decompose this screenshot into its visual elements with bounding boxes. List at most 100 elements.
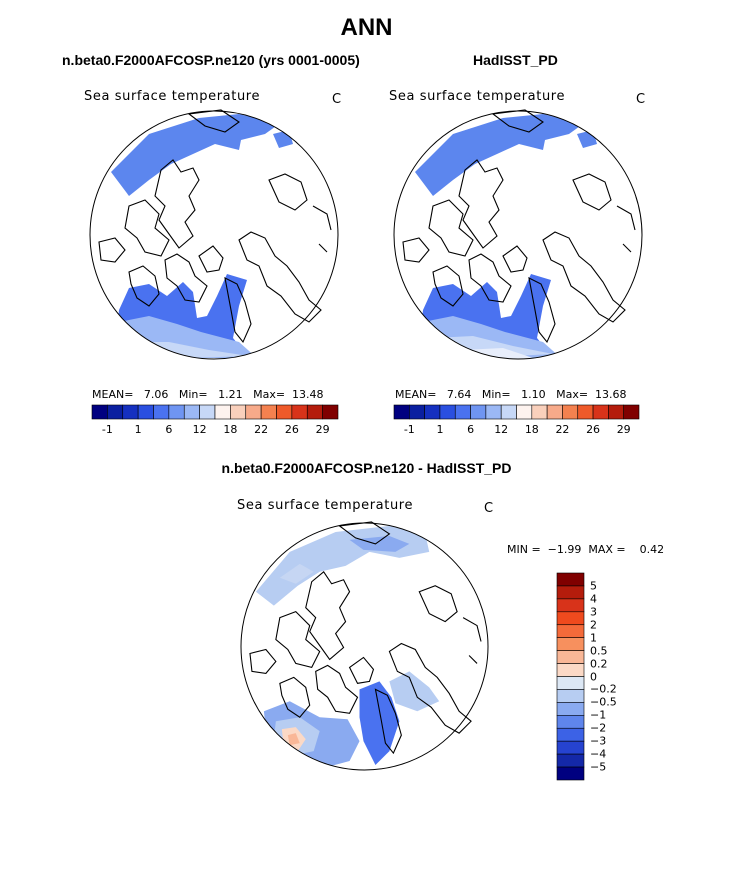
colorbar-tick-label: -1 [101,423,113,436]
panel-obs-stats: MEAN= 7.64 Min= 1.10 Max= 13.68 [395,388,627,401]
colorbar-swatch [454,404,471,420]
colorbar-tick-label: 0.2 [590,657,608,671]
panel-diff-variable: Sea surface temperature [237,498,414,513]
colorbar-swatch [276,404,293,420]
colorbar-tick-label: 1 [590,631,597,645]
colorbar-tick-label: 1 [436,423,444,436]
colorbar-tick-label: -1 [403,423,415,436]
colorbar-swatch [562,404,579,420]
colorbar-swatch [556,650,585,664]
colorbar-tick-label: 29 [616,423,631,436]
colorbar-swatch [556,740,585,755]
colorbar-tick-label: 0.5 [590,644,608,658]
panel-model-variable: Sea surface temperature [84,89,261,104]
colorbar-tick-label: 12 [192,423,207,436]
colorbar-swatch [485,404,502,420]
colorbar-tick-label: 6 [165,423,173,436]
colorbar-swatch [556,766,585,781]
colorbar-tick-label: −4 [590,747,607,761]
colorbar-tick-label: 26 [284,423,299,436]
colorbar-swatch [556,727,585,742]
colorbar-swatch [470,404,487,420]
panel-model-units: C [332,92,342,107]
colorbar-swatch [291,404,308,420]
colorbar-tick-label: 5 [590,579,597,593]
colorbar-swatch [531,404,548,420]
panel-model-stats: MEAN= 7.06 Min= 1.21 Max= 13.48 [92,388,324,401]
colorbar-swatch [623,404,640,420]
panel-diff-units: C [484,501,494,516]
colorbar-tick-label: 0 [590,670,597,683]
colorbar-swatch [439,404,456,420]
colorbar-tick-label: −3 [590,734,607,748]
panel-model-title: n.beta0.F2000AFCOSP.ne120 (yrs 0001-0005… [62,52,360,68]
colorbar-tick-label: 6 [467,423,475,436]
colorbar-swatch [556,624,585,638]
panel-diff-colorbar: 5 4 3 2 1 0.5 0.2 0 −0.2 −0.5 −1 −2 −3 −4 −5 [556,572,627,781]
colorbar-swatch [168,404,185,420]
colorbar-tick-label: 4 [590,592,597,606]
main-title: ANN [340,14,393,41]
colorbar-swatch [556,663,585,677]
colorbar-swatch [556,753,585,768]
coastlines [402,109,636,344]
colorbar-swatch [516,404,533,420]
panel-model-map [89,109,339,360]
colorbar-swatch [556,585,585,600]
colorbar-tick-label: −1 [590,708,607,722]
colorbar-swatch [556,598,585,613]
colorbar-swatch [122,404,139,420]
panel-obs-variable: Sea surface temperature [389,89,566,104]
colorbar-tick-label: −2 [590,721,607,735]
colorbar-tick-label: 12 [494,423,509,436]
colorbar-swatch [546,404,563,420]
colorbar-tick-label: 26 [586,423,601,436]
colorbar-swatch [424,404,441,420]
colorbar-swatch [556,611,585,626]
colorbar-tick-label: 22 [254,423,269,436]
colorbar-swatch [153,404,170,420]
panel-obs-map [393,109,643,360]
colorbar-tick-label: −5 [590,760,607,774]
colorbar-swatch [214,404,231,420]
colorbar-swatch [556,702,585,716]
map-boundary [240,522,489,771]
sst-field [394,111,642,359]
colorbar-swatch [260,404,277,420]
colorbar-swatch [556,572,585,587]
colorbar-tick-label: 2 [590,618,597,632]
colorbar-swatch [306,404,323,420]
panel-diff-map [240,521,489,771]
colorbar-swatch [409,404,425,420]
colorbar-swatch [199,404,216,420]
coastlines [98,109,332,344]
colorbar-swatch [245,404,262,420]
colorbar-tick-label: −0.5 [590,695,617,709]
colorbar-swatch [322,404,339,420]
panel-obs-units: C [636,92,646,107]
colorbar-swatch [183,404,200,420]
colorbar-swatch [556,689,585,703]
colorbar-swatch [556,715,585,729]
colorbar-swatch [556,676,585,690]
colorbar-swatch [107,404,124,420]
colorbar-swatch [500,404,517,420]
colorbar-tick-label: 1 [134,423,142,436]
panel-diff-title: n.beta0.F2000AFCOSP.ne120 - HadISST_PD [221,460,512,476]
colorbar-tick-label: 22 [555,423,570,436]
panel-obs-title: HadISST_PD [473,52,558,68]
colorbar-swatch [608,404,624,420]
colorbar-tick-label: 18 [524,423,539,436]
panel-obs-colorbar: -1 1 6 12 18 22 26 29 [393,404,640,437]
colorbar-tick-label: 3 [590,605,597,619]
map-boundary [393,110,643,360]
colorbar-swatch [230,404,247,420]
colorbar-swatch [137,404,154,420]
colorbar-tick-label: −0.2 [590,682,617,696]
colorbar-swatch [577,404,594,420]
colorbar-tick-label: 18 [223,423,238,436]
coastlines [249,521,482,755]
panel-model-colorbar: -1 1 6 12 18 22 26 29 [91,404,339,437]
sst-field [90,111,338,359]
colorbar-tick-label: 29 [315,423,330,436]
